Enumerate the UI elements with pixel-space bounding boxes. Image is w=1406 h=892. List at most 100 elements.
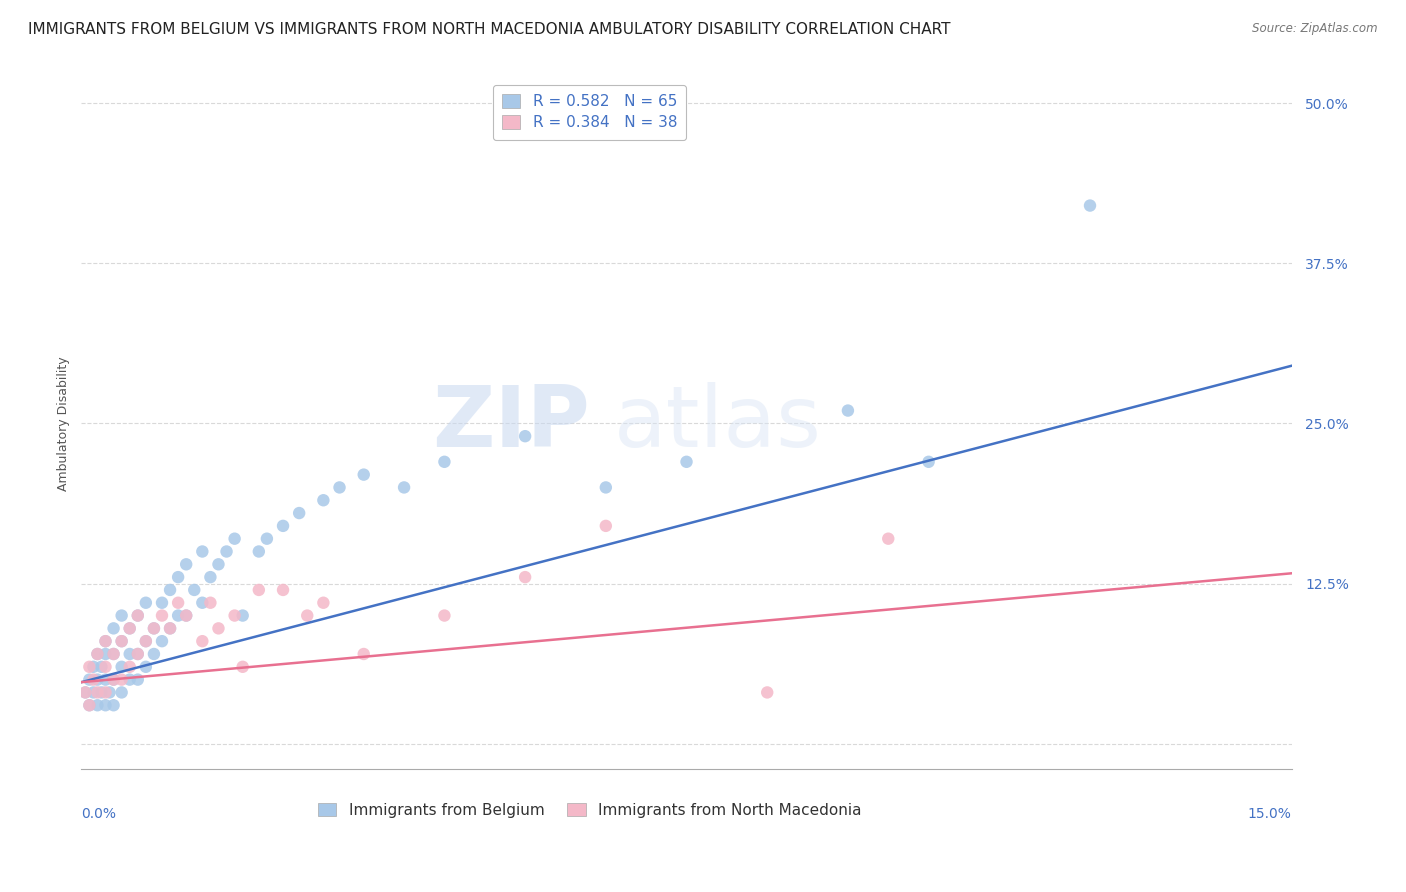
Point: [127, 673, 149, 687]
Point: [111, 634, 134, 648]
Point: [103, 673, 125, 687]
Point: [174, 608, 197, 623]
Point: [79, 698, 101, 713]
Point: [90, 685, 112, 699]
Point: [118, 660, 141, 674]
Point: [174, 558, 197, 572]
Point: [159, 582, 181, 597]
Point: [127, 608, 149, 623]
Point: [79, 698, 101, 713]
Point: [86, 685, 108, 699]
Point: [1078, 198, 1101, 212]
Point: [103, 647, 125, 661]
Point: [297, 608, 319, 623]
Point: [118, 621, 141, 635]
Point: [191, 596, 214, 610]
Point: [513, 429, 536, 443]
Point: [247, 582, 270, 597]
Point: [159, 621, 181, 635]
Point: [232, 660, 254, 674]
Point: [200, 596, 222, 610]
Y-axis label: Ambulatory Disability: Ambulatory Disability: [58, 356, 70, 491]
Point: [191, 544, 214, 558]
Legend: Immigrants from Belgium, Immigrants from North Macedonia: Immigrants from Belgium, Immigrants from…: [312, 797, 868, 824]
Point: [103, 621, 125, 635]
Point: [271, 519, 294, 533]
Point: [312, 493, 335, 508]
Point: [191, 634, 214, 648]
Point: [118, 673, 141, 687]
Text: ZIP: ZIP: [432, 382, 589, 465]
Point: [86, 647, 108, 661]
Point: [94, 647, 117, 661]
Point: [103, 647, 125, 661]
Point: [142, 621, 165, 635]
Point: [118, 621, 141, 635]
Point: [837, 403, 859, 417]
Point: [75, 685, 97, 699]
Point: [135, 634, 157, 648]
Point: [118, 647, 141, 661]
Text: Source: ZipAtlas.com: Source: ZipAtlas.com: [1253, 22, 1378, 36]
Point: [167, 570, 190, 584]
Point: [312, 596, 335, 610]
Text: IMMIGRANTS FROM BELGIUM VS IMMIGRANTS FROM NORTH MACEDONIA AMBULATORY DISABILITY: IMMIGRANTS FROM BELGIUM VS IMMIGRANTS FR…: [28, 22, 950, 37]
Point: [82, 673, 104, 687]
Point: [288, 506, 311, 520]
Point: [90, 660, 112, 674]
Point: [127, 647, 149, 661]
Point: [111, 673, 134, 687]
Point: [756, 685, 779, 699]
Point: [103, 673, 125, 687]
Point: [207, 558, 229, 572]
Point: [135, 596, 157, 610]
Point: [150, 608, 173, 623]
Point: [353, 467, 375, 482]
Point: [111, 660, 134, 674]
Point: [256, 532, 278, 546]
Point: [271, 582, 294, 597]
Point: [174, 608, 197, 623]
Text: 0.0%: 0.0%: [82, 807, 117, 822]
Point: [877, 532, 900, 546]
Point: [675, 455, 697, 469]
Point: [86, 647, 108, 661]
Point: [224, 608, 246, 623]
Text: 15.0%: 15.0%: [1249, 807, 1292, 822]
Point: [183, 582, 205, 597]
Point: [94, 685, 117, 699]
Text: atlas: atlas: [614, 382, 823, 465]
Point: [433, 608, 456, 623]
Point: [142, 621, 165, 635]
Point: [392, 480, 415, 494]
Point: [207, 621, 229, 635]
Point: [135, 660, 157, 674]
Point: [86, 673, 108, 687]
Point: [142, 647, 165, 661]
Point: [111, 634, 134, 648]
Point: [167, 608, 190, 623]
Point: [127, 647, 149, 661]
Point: [150, 596, 173, 610]
Point: [94, 698, 117, 713]
Point: [159, 621, 181, 635]
Point: [103, 698, 125, 713]
Point: [513, 570, 536, 584]
Point: [595, 519, 617, 533]
Point: [200, 570, 222, 584]
Point: [328, 480, 350, 494]
Point: [111, 608, 134, 623]
Point: [215, 544, 238, 558]
Point: [150, 634, 173, 648]
Point: [224, 532, 246, 546]
Point: [94, 660, 117, 674]
Point: [79, 660, 101, 674]
Point: [433, 455, 456, 469]
Point: [82, 660, 104, 674]
Point: [167, 596, 190, 610]
Point: [98, 685, 121, 699]
Point: [127, 608, 149, 623]
Point: [94, 634, 117, 648]
Point: [353, 647, 375, 661]
Point: [135, 634, 157, 648]
